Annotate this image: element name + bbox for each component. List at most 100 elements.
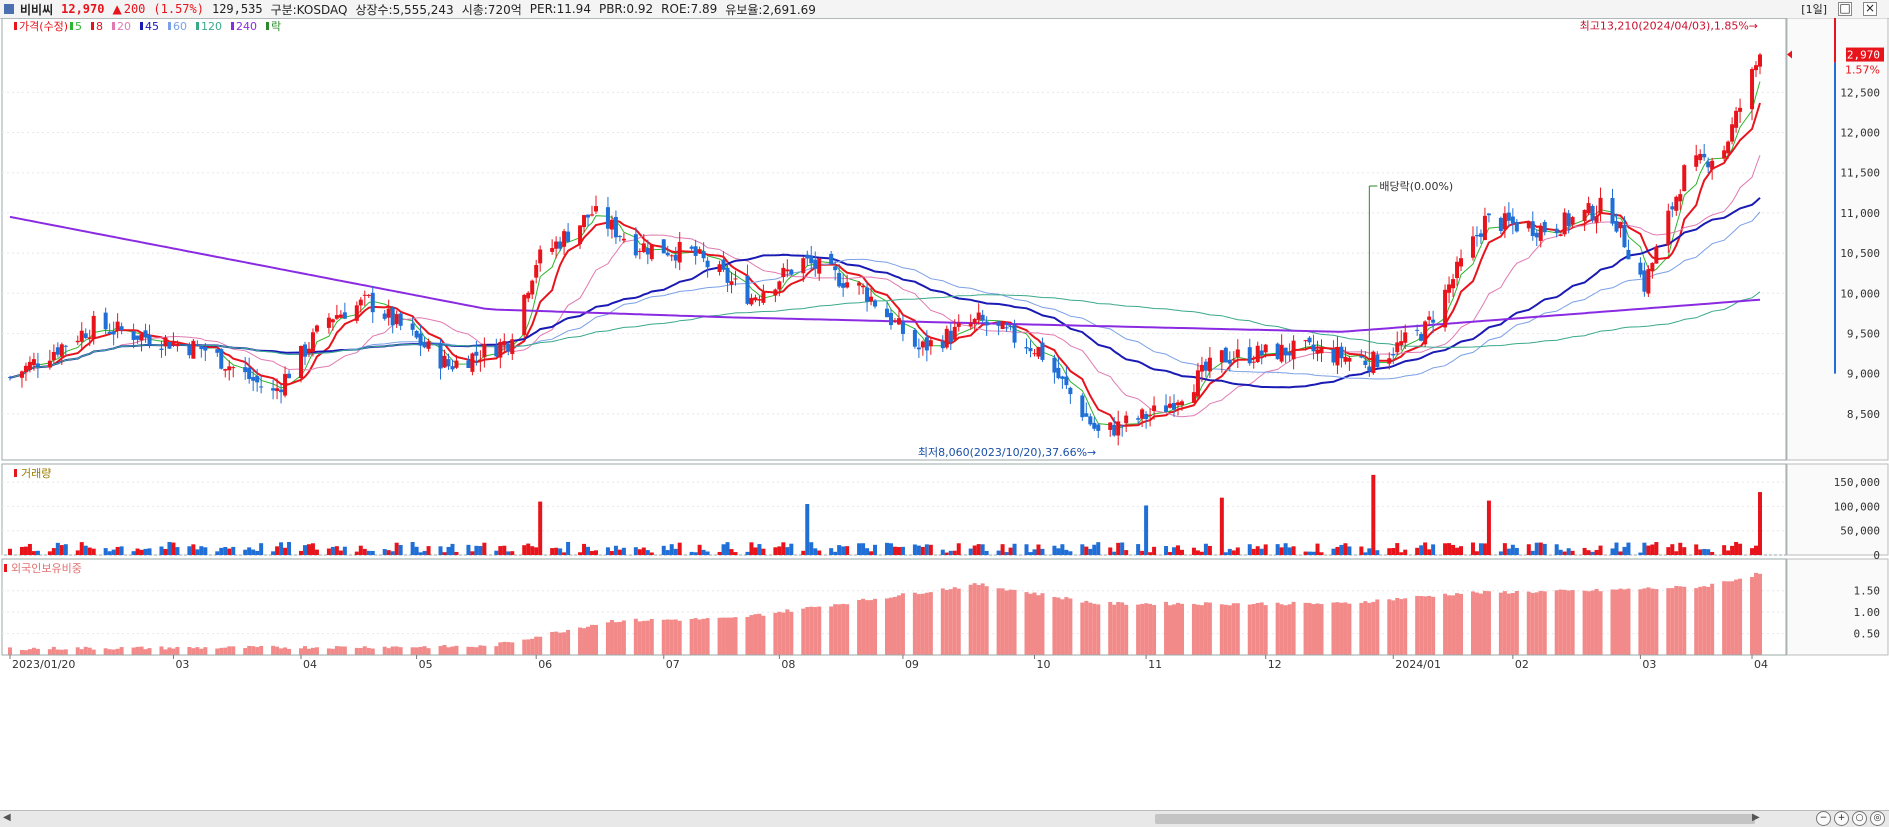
volume-bar (1335, 546, 1340, 555)
candle-body (219, 349, 224, 369)
foreign-title: 외국인보유비중 (11, 562, 82, 575)
volume-bar (1738, 543, 1743, 555)
foreign-bar (1152, 605, 1157, 655)
candle-body (745, 275, 750, 304)
scroll-right-icon[interactable]: ▶ (1752, 812, 1760, 823)
volume-bar (1526, 544, 1531, 555)
foreign-bar (358, 648, 363, 655)
candle-body (83, 333, 88, 338)
market: 구분:KOSDAQ (270, 2, 348, 17)
up-arrow-icon: ▲ (112, 2, 122, 16)
maximize-icon[interactable]: □ (1838, 1, 1852, 16)
candle-body (167, 342, 172, 349)
zoom-in-icon[interactable]: + (1834, 811, 1849, 826)
volume-bar (1682, 547, 1687, 555)
candle-body (717, 264, 722, 272)
foreign-bar (223, 647, 228, 655)
candle-body (1311, 344, 1316, 352)
candle-body (1343, 356, 1348, 362)
volume-bar (649, 552, 654, 555)
candle-body (382, 313, 387, 319)
foreign-bar (103, 648, 108, 655)
candle-body (1502, 213, 1507, 230)
volume-bar (159, 546, 164, 555)
legend-item: 락 (271, 20, 281, 33)
foreign-bar (338, 646, 343, 655)
volume-bar (1622, 546, 1627, 555)
candle-body (1064, 376, 1069, 386)
candle-body (1008, 325, 1013, 327)
foreign-bar (1343, 602, 1348, 655)
candle-body (900, 321, 905, 334)
candle-body (1080, 395, 1085, 418)
volume-bar (418, 552, 423, 555)
zoom-out-icon[interactable]: − (1816, 811, 1831, 826)
volume-bar (857, 543, 862, 555)
foreign-bar (247, 645, 252, 655)
foreign-bar (1666, 588, 1671, 655)
scroll-left-icon[interactable]: ◀ (3, 812, 11, 823)
volume-bar (35, 550, 40, 555)
candle-body (1124, 415, 1129, 424)
volume-bar (330, 546, 335, 555)
foreign-bar (382, 646, 387, 655)
candle-body (1670, 206, 1675, 210)
foreign-bar (677, 620, 682, 655)
stock-chart[interactable]: 8,500 9,000 9,500 10,000 10,500 11,000 11,500 1… (0, 18, 1889, 810)
foreign-bar (781, 612, 786, 655)
volume-bar (888, 543, 893, 555)
candle-body (753, 297, 758, 301)
foreign-bar (243, 648, 248, 655)
volume-bar (980, 544, 985, 555)
candle-body (171, 341, 176, 346)
volume-bar (1303, 551, 1308, 555)
foreign-bar (1399, 599, 1404, 655)
candle-body (1247, 347, 1252, 364)
foreign-bar (1395, 597, 1400, 655)
foreign-bar (1566, 590, 1571, 655)
foreign-bar (231, 646, 236, 655)
volume-bar (721, 544, 726, 555)
zoom-fit-icon[interactable]: ◎ (1870, 811, 1885, 826)
foreign-bar (566, 629, 571, 655)
foreign-bar (641, 620, 646, 655)
candle-body (1618, 221, 1623, 229)
volume-bar (255, 550, 260, 555)
candle-body (892, 320, 897, 322)
candle-body (1730, 124, 1735, 142)
volume-bar (1287, 547, 1292, 555)
volume-bar (996, 550, 1001, 555)
candle-body (593, 206, 598, 212)
candle-body (1335, 347, 1340, 366)
candle-body (47, 360, 52, 368)
volume-bar (789, 543, 794, 555)
foreign-bar (442, 644, 447, 655)
candle-body (342, 312, 347, 319)
zoom-reset-icon[interactable]: ○ (1852, 811, 1867, 826)
foreign-bar (1283, 605, 1288, 655)
price-tick-label: 9,000 (1847, 368, 1880, 381)
horizontal-scrollbar[interactable]: ◀ ▶ − + ○ ◎ (0, 810, 1889, 827)
price-tick-label: 12,500 (1840, 86, 1880, 99)
candle-body (450, 366, 455, 370)
candle-body (1207, 357, 1212, 372)
foreign-bar (482, 645, 487, 655)
candle-body (1758, 54, 1762, 67)
period-selector[interactable]: [1일] (1801, 3, 1827, 16)
volume-bar (984, 550, 989, 555)
volume-bar (701, 549, 706, 555)
candle-body (677, 241, 682, 263)
price-tag: 12,970 (1840, 49, 1880, 62)
candle-body (1255, 345, 1260, 363)
foreign-bar (59, 649, 64, 655)
scroll-thumb[interactable] (1155, 814, 1755, 824)
foreign-bar (609, 619, 614, 655)
close-icon[interactable]: × (1863, 1, 1877, 16)
foreign-bar (761, 615, 766, 655)
legend-item: 20 (117, 20, 131, 33)
volume-bar (466, 544, 471, 555)
volume-bar (590, 551, 595, 555)
foreign-bar (1319, 604, 1324, 655)
volume-bar (1706, 549, 1711, 555)
volume-bar (1470, 542, 1475, 555)
